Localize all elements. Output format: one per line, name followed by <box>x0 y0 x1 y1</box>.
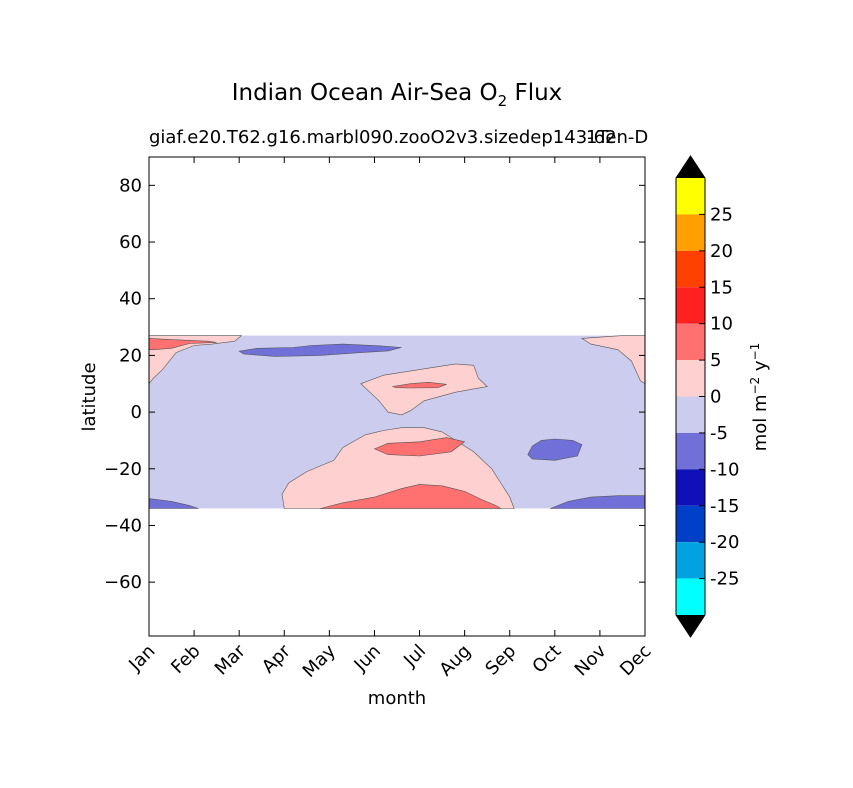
x-tick-label: Apr <box>258 640 295 677</box>
x-tick-label: Jun <box>350 641 385 676</box>
x-tick-label: Dec <box>616 641 655 680</box>
colorbar-swatch <box>676 360 705 397</box>
colorbar-swatch <box>676 432 705 470</box>
colorbar-label: mol m−2 y−1 <box>748 343 771 452</box>
colorbar-swatch <box>676 323 705 361</box>
colorbar-tick-label: -20 <box>710 532 739 553</box>
heatmap-field <box>148 335 646 509</box>
colorbar-swatch <box>676 396 705 433</box>
colorbar-swatch <box>676 505 705 543</box>
plot-frame <box>148 156 646 637</box>
colorbar-swatch <box>676 250 705 288</box>
x-tick-label: May <box>299 640 340 681</box>
chart-subtitle: giaf.e20.T62.g16.marbl090.zooO2v3.sizede… <box>149 127 617 148</box>
contour-region-10 <box>527 438 583 461</box>
colorbar-tick-label: -10 <box>710 459 739 480</box>
colorbar: 25 20 15 10 5 0 -5 -10 -15 -20 -25 <box>675 155 739 638</box>
y-axis-label: latitude <box>79 362 100 431</box>
colorbar-swatch <box>676 287 705 324</box>
chart-title: Indian Ocean Air-Sea O2 Flux <box>232 80 563 110</box>
x-tick-label: Feb <box>167 641 204 678</box>
y-tick-label: 0 <box>131 402 142 423</box>
colorbar-swatch <box>676 178 705 215</box>
colorbar-tick-label: 5 <box>710 350 721 371</box>
colorbar-frame <box>675 155 706 638</box>
contour-region-6 <box>392 381 447 389</box>
contour-region-4 <box>238 343 402 357</box>
colorbar-tick-label: 15 <box>710 277 733 298</box>
y-tick-label: −20 <box>104 459 142 480</box>
colorbar-tick-label: -25 <box>710 569 739 590</box>
y-tick-label: 80 <box>119 175 142 196</box>
x-tick-label: Oct <box>528 641 565 678</box>
colorbar-swatch <box>676 542 705 579</box>
y-axis: 80 60 40 20 0 −20 −40 −60 <box>104 175 645 593</box>
x-tick-label: Sep <box>481 641 520 680</box>
contour-region-8 <box>373 437 466 457</box>
y-tick-label: −60 <box>104 572 142 593</box>
colorbar-swatch <box>676 214 705 251</box>
y-tick-label: 20 <box>119 345 142 366</box>
x-tick-label: Jul <box>399 641 430 672</box>
colorbar-tick-label: -5 <box>710 423 728 444</box>
colorbar-tick-label: 0 <box>710 387 721 408</box>
colorbar-tick-label: 25 <box>710 204 733 225</box>
chart-subtitle-overlap: 1Ten-D <box>586 127 648 148</box>
y-tick-label: −40 <box>104 515 142 536</box>
contour-region-3 <box>148 338 217 351</box>
x-tick-label: Aug <box>435 641 475 681</box>
y-tick-label: 40 <box>119 289 142 310</box>
x-tick-label: Mar <box>211 640 250 679</box>
plot-area: Jan Feb Mar Apr May Jun Jul Aug Sep Oct Nov Dec 80 6… <box>104 156 656 682</box>
contour-region-5 <box>360 363 488 416</box>
contour-region-9 <box>320 484 502 509</box>
colorbar-swatch <box>676 578 705 615</box>
colorbar-tick-label: 10 <box>710 314 733 335</box>
x-tick-label: Jan <box>124 641 159 676</box>
x-tick-label: Nov <box>571 640 611 680</box>
colorbar-swatch <box>676 469 705 506</box>
y-tick-label: 60 <box>119 232 142 253</box>
x-axis-label: month <box>368 688 426 709</box>
colorbar-extend-under <box>676 615 705 637</box>
colorbar-tick-label: -15 <box>710 496 739 517</box>
colorbar-extend-over <box>676 156 705 178</box>
colorbar-tick-label: 20 <box>710 241 733 262</box>
